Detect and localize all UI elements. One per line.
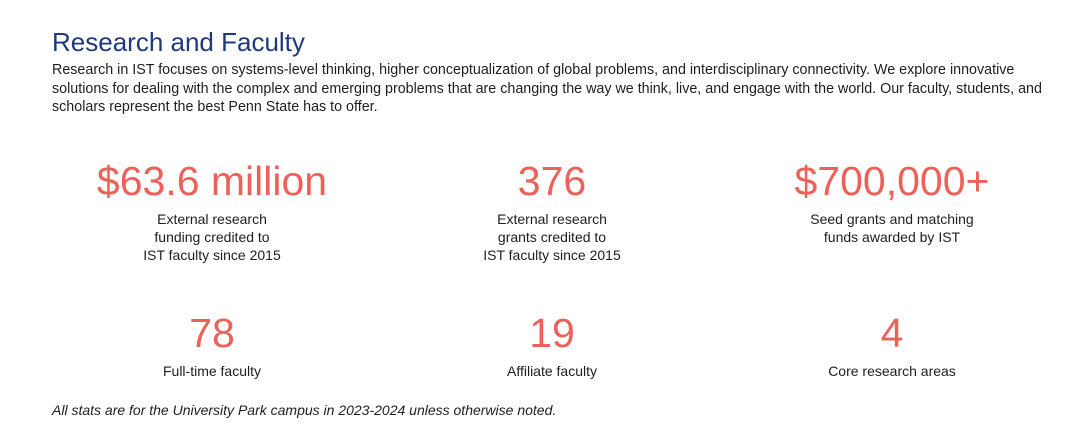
stat-value: $63.6 million	[96, 158, 328, 204]
stat-label: Full-time faculty	[52, 362, 372, 380]
stats-footnote: All stats are for the University Park ca…	[52, 402, 557, 418]
research-faculty-section: Research and Faculty Research in IST foc…	[52, 26, 1052, 117]
stat-value: 78	[189, 310, 235, 356]
stat-label-line: funds awarded by IST	[823, 229, 961, 245]
stat-value: $700,000+	[794, 158, 990, 204]
stat-full-time-faculty: 78 Full-time faculty	[52, 310, 372, 380]
stat-label-line: grants credited to	[497, 229, 607, 245]
section-intro: Research in IST focuses on systems-level…	[52, 62, 1042, 115]
stat-label-line: IST faculty since 2015	[483, 247, 621, 263]
stat-label: Core research areas	[732, 362, 1052, 380]
stat-label-line: funding credited to	[154, 229, 270, 245]
stat-seed-grants: $700,000+ Seed grants and matching funds…	[732, 158, 1052, 246]
stat-label: Affiliate faculty	[392, 362, 712, 380]
stat-external-funding: $63.6 million External research funding …	[52, 158, 372, 264]
stat-label-line: External research	[157, 211, 267, 227]
stat-label-line: Core research areas	[828, 363, 956, 379]
stat-label-line: External research	[497, 211, 607, 227]
stat-external-grants: 376 External research grants credited to…	[392, 158, 712, 264]
section-heading: Research and Faculty	[52, 27, 305, 57]
stat-label: External research funding credited to IS…	[52, 210, 372, 264]
stat-value: 376	[517, 158, 587, 204]
stat-value: 19	[529, 310, 575, 356]
stat-affiliate-faculty: 19 Affiliate faculty	[392, 310, 712, 380]
stat-label-line: Full-time faculty	[162, 363, 262, 379]
stat-label: External research grants credited to IST…	[392, 210, 712, 264]
stat-value: 4	[880, 310, 904, 356]
stat-label-line: Seed grants and matching	[810, 211, 974, 227]
stat-core-research-areas: 4 Core research areas	[732, 310, 1052, 380]
stat-label: Seed grants and matching funds awarded b…	[732, 210, 1052, 246]
stat-label-line: Affiliate faculty	[506, 363, 597, 379]
stat-label-line: IST faculty since 2015	[143, 247, 281, 263]
